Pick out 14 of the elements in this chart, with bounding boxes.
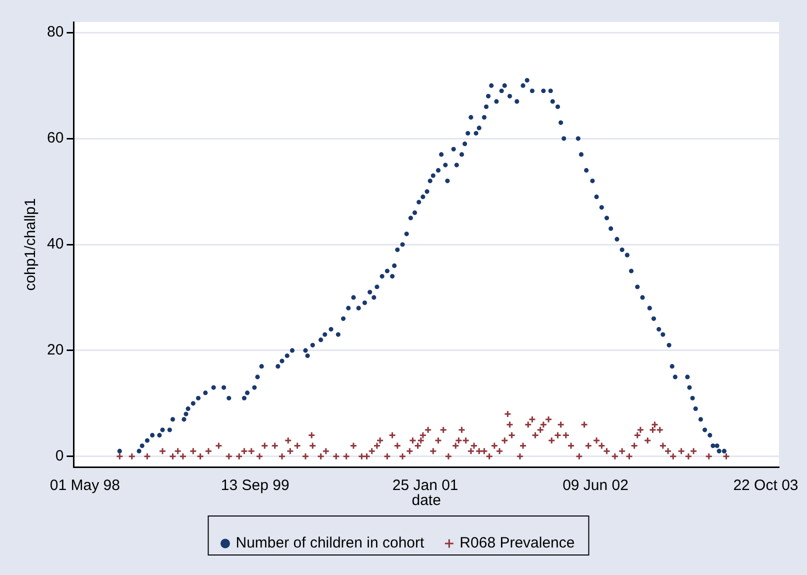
x-tick-label: 09 Jun 02 <box>562 477 628 494</box>
x-tick-label: 01 May 98 <box>50 477 120 494</box>
y-tick-label: 40 <box>46 236 64 253</box>
y-tick-label: 20 <box>46 342 64 359</box>
y-tick-label: 80 <box>46 24 64 41</box>
x-tick-label: 22 Oct 03 <box>733 477 798 494</box>
x-axis-title: date <box>412 492 441 510</box>
x-tick-label: 25 Jan 01 <box>392 477 458 494</box>
y-tick-label: 0 <box>55 448 64 465</box>
y-axis-title: cohp1/challp1 <box>22 198 40 291</box>
y-tick-label: 60 <box>46 130 64 147</box>
x-tick-label: 13 Sep 99 <box>220 477 290 494</box>
legend-label: Number of children in cohort <box>236 534 426 552</box>
legend-label: R068 Prevalence <box>460 534 575 552</box>
